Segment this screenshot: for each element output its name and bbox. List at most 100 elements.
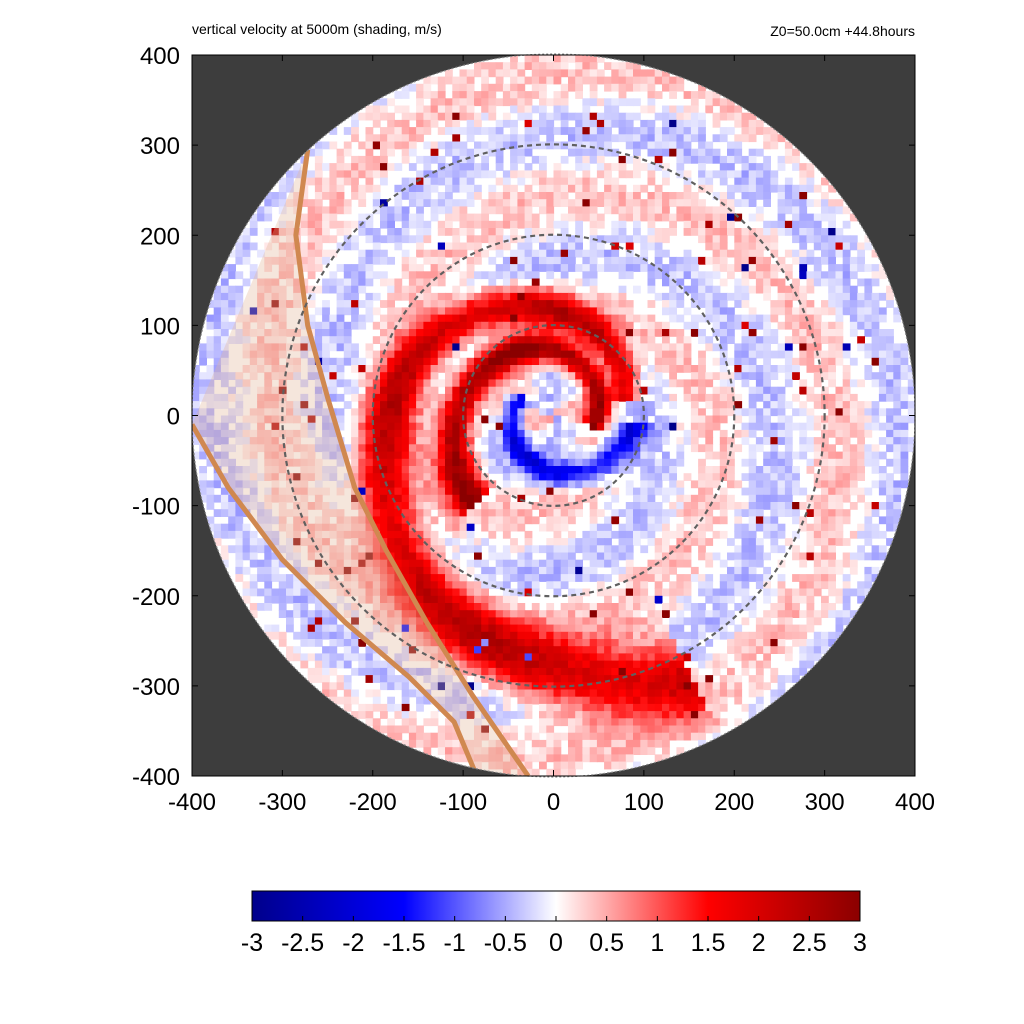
- shading-cell: [669, 285, 677, 294]
- shading-cell: [792, 292, 800, 301]
- shading-cell: [777, 220, 786, 229]
- shading-cell: [835, 473, 844, 481]
- shading-cell: [719, 379, 728, 388]
- shading-cell: [408, 127, 417, 135]
- shading-cell: [878, 437, 887, 445]
- shading-cell: [517, 249, 526, 258]
- shading-cell: [531, 365, 540, 373]
- shading-cell: [719, 329, 728, 337]
- shading-cell: [575, 141, 583, 150]
- shading-cell: [568, 466, 576, 474]
- shading-cell: [423, 538, 432, 546]
- shading-cell: [293, 372, 301, 380]
- shading-cell: [358, 429, 367, 438]
- shading-cell: [662, 264, 670, 272]
- shading-cell: [647, 458, 656, 467]
- shading-cell: [437, 321, 446, 330]
- shading-cell: [857, 249, 865, 258]
- shading-cell: [698, 213, 706, 222]
- shading-cell: [510, 343, 518, 352]
- shading-cell: [286, 271, 294, 280]
- shading-cell: [242, 429, 251, 438]
- shading-cell: [546, 62, 555, 70]
- shading-cell: [719, 336, 728, 344]
- shading-cell: [618, 91, 627, 99]
- shading-cell: [401, 451, 410, 460]
- shading-cell: [813, 336, 822, 344]
- shading-cell: [329, 329, 338, 337]
- shading-cell: [372, 105, 381, 114]
- shading-cell: [777, 581, 786, 590]
- shading-cell: [698, 372, 706, 380]
- shading-cell: [495, 357, 504, 366]
- shading-cell: [777, 429, 786, 438]
- shading-cell: [336, 206, 345, 215]
- shading-cell: [394, 530, 403, 539]
- shading-cell: [206, 494, 215, 503]
- shading-cell: [553, 69, 562, 78]
- shading-cell: [524, 422, 533, 431]
- shading-cell: [517, 199, 526, 207]
- shading-cell: [784, 422, 793, 431]
- shading-cell: [604, 595, 612, 604]
- shading-cell: [401, 566, 410, 575]
- shading-cell: [734, 408, 743, 417]
- shading-cell: [596, 357, 605, 366]
- shading-cell: [228, 292, 236, 301]
- shading-cell: [365, 105, 374, 114]
- shading-cell: [416, 235, 424, 244]
- shading-cell: [502, 206, 511, 215]
- shading-cell: [423, 595, 432, 604]
- shading-cell: [416, 466, 424, 474]
- shading-cell: [271, 437, 280, 445]
- shading-cell: [416, 595, 424, 604]
- shading-cell: [611, 552, 620, 561]
- shading-cell: [734, 141, 743, 150]
- shading-cell: [466, 429, 475, 438]
- shading-cell: [611, 509, 620, 517]
- shading-cell: [495, 242, 504, 251]
- shading-cell: [300, 429, 309, 438]
- shading-cell: [553, 314, 562, 323]
- shading-cell: [437, 437, 446, 445]
- shading-cell: [755, 336, 764, 344]
- shading-cell: [220, 365, 229, 373]
- shading-cell: [524, 170, 533, 179]
- shading-cell: [387, 372, 395, 380]
- shading-cell: [690, 393, 699, 402]
- shading-cell: [864, 329, 873, 337]
- shading-cell: [568, 422, 576, 431]
- shading-cell: [654, 199, 663, 207]
- shading-cell: [401, 379, 410, 388]
- shading-cell: [748, 127, 757, 135]
- shading-cell: [394, 458, 403, 467]
- shading-cell: [799, 184, 808, 193]
- shading-cell: [849, 242, 858, 251]
- shading-cell: [886, 372, 894, 380]
- shading-cell: [857, 458, 865, 467]
- shading-cell: [813, 559, 822, 568]
- shading-cell: [611, 307, 620, 316]
- shading-cell: [582, 357, 591, 366]
- shading-cell: [343, 271, 352, 280]
- shading-cell: [604, 256, 612, 265]
- shading-cell: [676, 559, 685, 568]
- shading-cell: [604, 170, 612, 179]
- shading-cell: [387, 350, 395, 359]
- shading-cell: [329, 574, 338, 582]
- shading-cell: [596, 336, 605, 344]
- shading-cell: [893, 386, 902, 395]
- shading-cell: [813, 213, 822, 222]
- shading-cell: [459, 393, 468, 402]
- shading-cell: [589, 292, 598, 301]
- shading-cell: [437, 458, 446, 467]
- shading-cell: [235, 552, 244, 561]
- shading-cell: [864, 235, 873, 244]
- shading-cell: [813, 307, 822, 316]
- shading-cell: [633, 83, 641, 92]
- shading-cell: [546, 538, 555, 546]
- shading-cell: [271, 530, 280, 539]
- shading-cell: [546, 300, 555, 308]
- shading-cell: [893, 509, 902, 517]
- shading-cell: [517, 220, 526, 229]
